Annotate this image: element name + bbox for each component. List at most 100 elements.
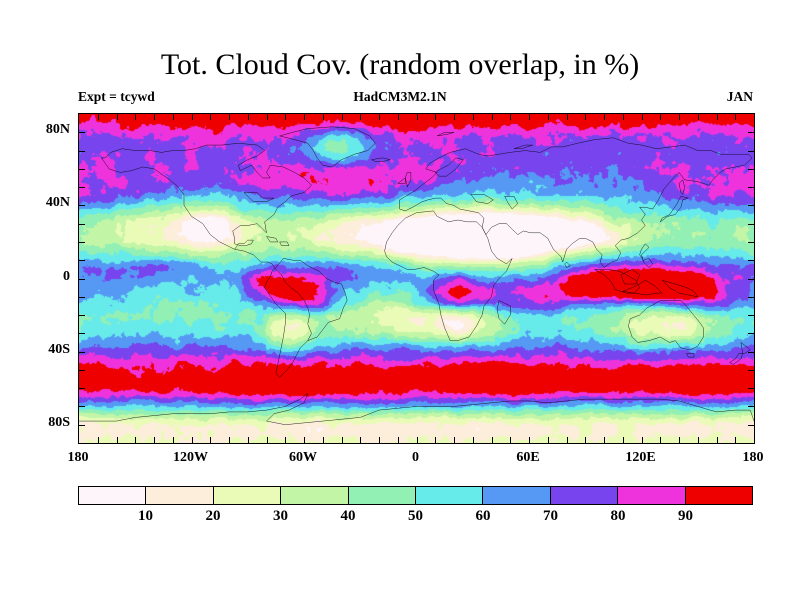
axis-tick [341, 114, 343, 120]
x-tick-label: 180 [742, 450, 764, 465]
axis-tick [154, 114, 155, 120]
colorbar-tick-label: 40 [340, 508, 356, 524]
axis-tick [748, 296, 754, 298]
axis-tick [79, 406, 85, 408]
coastline-path [471, 194, 494, 203]
colorbar-tick-label: 90 [678, 508, 693, 524]
axis-tick [641, 114, 643, 120]
axis-tick [79, 187, 85, 189]
axis-tick [748, 424, 754, 426]
axis-tick [97, 114, 99, 120]
coastline-path [435, 158, 463, 176]
y-tick-label: 0 [63, 268, 70, 284]
colorbar-tick-label: 80 [610, 508, 626, 524]
coastline-path [265, 258, 348, 377]
cloud-cover-field [79, 114, 754, 443]
axis-tick [341, 437, 343, 443]
axis-tick [285, 437, 287, 443]
axis-tick [748, 260, 754, 262]
header-model: HadCM3M2.1N [353, 89, 447, 104]
coastline-path [505, 196, 518, 209]
colorbar-band[interactable] [684, 487, 753, 504]
axis-tick [191, 114, 193, 120]
colorbar-band[interactable] [347, 487, 416, 504]
axis-tick [641, 437, 643, 443]
axis-tick [229, 437, 230, 443]
colorbar-band[interactable] [79, 487, 146, 504]
x-tick-label: 120E [625, 450, 656, 465]
axis-tick [79, 150, 85, 152]
colorbar[interactable] [78, 486, 753, 505]
coastline-path [102, 143, 312, 249]
axis-tick [679, 114, 680, 120]
axis-tick [79, 168, 85, 170]
colorbar-band[interactable] [145, 487, 213, 504]
axis-tick [79, 333, 85, 335]
coastline-path [280, 127, 376, 167]
axis-tick [697, 114, 699, 120]
axis-tick [210, 437, 212, 443]
header-month: JAN [726, 89, 753, 104]
axis-tick [454, 114, 455, 120]
axis-tick [116, 114, 118, 120]
axis-tick [79, 278, 85, 280]
axis-tick [748, 406, 754, 408]
axis-tick [379, 437, 380, 443]
axis-tick [604, 437, 605, 443]
axis-tick [454, 437, 455, 443]
colorbar-tick-label: 70 [543, 508, 558, 524]
axis-tick [510, 114, 512, 120]
axis-tick [622, 114, 624, 120]
coastline-path [398, 178, 406, 183]
coastline-path [660, 196, 688, 222]
colorbar-band[interactable] [415, 487, 483, 504]
axis-tick [79, 369, 85, 371]
axis-tick [748, 205, 754, 207]
coastline-path [405, 172, 411, 187]
axis-tick [566, 114, 568, 120]
coastline-path [621, 269, 640, 284]
coastline-path [437, 132, 454, 136]
colorbar-band[interactable] [482, 487, 550, 504]
colorbar-band[interactable] [617, 487, 685, 504]
coastline-path [385, 211, 513, 341]
axis-tick [266, 437, 268, 443]
axis-tick [716, 437, 718, 443]
axis-tick [79, 296, 85, 298]
colorbar-band[interactable] [212, 487, 281, 504]
y-tick-label: 80N [45, 122, 70, 138]
axis-tick [172, 437, 174, 443]
coastline-path [662, 280, 698, 296]
coastline-path [565, 262, 571, 267]
axis-tick [360, 437, 362, 443]
axis-tick [748, 187, 754, 189]
y-tick-label: 80S [48, 414, 70, 430]
axis-tick [79, 351, 85, 353]
axis-tick [247, 114, 249, 120]
page-title: Tot. Cloud Cov. (random overlap, in %) [160, 48, 640, 81]
axis-tick [416, 114, 418, 120]
coastline-path [640, 244, 653, 268]
colorbar-tick-label: 50 [408, 508, 423, 524]
axis-tick [285, 114, 287, 120]
coastline-path [687, 353, 695, 357]
colorbar-tick-label: 20 [205, 508, 221, 524]
axis-tick [79, 388, 85, 390]
axis-tick [435, 437, 437, 443]
coastline-path [102, 158, 273, 264]
axis-tick [247, 437, 249, 443]
axis-tick [79, 132, 85, 134]
x-tick-label: 0 [412, 450, 419, 465]
x-tick-label: 60E [516, 450, 540, 465]
coastline-path [730, 342, 751, 364]
colorbar-tick-label: 30 [273, 508, 288, 524]
axis-tick [79, 223, 85, 225]
colorbar-band[interactable] [549, 487, 618, 504]
colorbar-tick-label: 60 [475, 508, 491, 524]
axis-tick [547, 114, 549, 120]
colorbar-band[interactable] [280, 487, 348, 504]
coastline-overlay [79, 114, 754, 443]
axis-tick [135, 114, 137, 120]
axis-tick [585, 437, 587, 443]
map-plot-area[interactable] [78, 113, 755, 444]
